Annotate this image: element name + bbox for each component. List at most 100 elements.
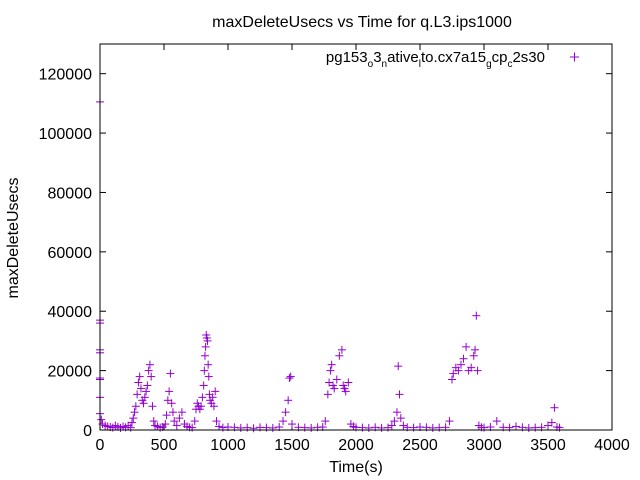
data-point bbox=[131, 402, 140, 411]
data-point bbox=[162, 411, 171, 420]
data-point bbox=[145, 360, 154, 369]
data-point bbox=[448, 375, 456, 384]
data-point bbox=[456, 360, 465, 369]
x-tick-label: 500 bbox=[151, 437, 178, 454]
data-point bbox=[148, 402, 157, 411]
data-point bbox=[142, 387, 151, 396]
data-point bbox=[492, 417, 501, 426]
data-point bbox=[215, 422, 224, 431]
data-points bbox=[96, 97, 564, 433]
y-tick-label: 20000 bbox=[48, 364, 93, 381]
data-point bbox=[341, 387, 350, 396]
data-point bbox=[211, 387, 220, 396]
data-point bbox=[168, 408, 177, 417]
data-point bbox=[129, 414, 138, 423]
data-point bbox=[200, 366, 209, 375]
data-point bbox=[335, 351, 344, 360]
data-point bbox=[445, 417, 454, 426]
data-point bbox=[133, 390, 142, 399]
y-axis-title: maxDeleteUsecs bbox=[5, 178, 22, 299]
data-point bbox=[199, 381, 208, 390]
data-point bbox=[134, 378, 143, 387]
legend-marker bbox=[570, 52, 579, 62]
data-point bbox=[395, 390, 404, 399]
x-tick-label: 2500 bbox=[402, 437, 438, 454]
y-tick-label: 0 bbox=[83, 423, 92, 440]
data-point bbox=[547, 418, 556, 427]
data-point bbox=[550, 403, 559, 412]
data-point bbox=[249, 424, 258, 433]
x-tick-label: 3500 bbox=[530, 437, 566, 454]
data-point bbox=[459, 354, 468, 363]
data-point bbox=[462, 342, 471, 351]
x-tick-label: 2000 bbox=[338, 437, 374, 454]
data-point bbox=[321, 417, 330, 426]
data-point bbox=[399, 421, 408, 430]
data-point bbox=[394, 362, 403, 371]
x-tick-label: 0 bbox=[96, 437, 105, 454]
data-point bbox=[136, 384, 145, 393]
data-point bbox=[326, 366, 335, 375]
plot-frame bbox=[99, 43, 613, 431]
data-point bbox=[170, 417, 179, 426]
data-point bbox=[467, 363, 476, 372]
data-point bbox=[149, 417, 158, 426]
data-point bbox=[288, 420, 296, 429]
data-point bbox=[344, 378, 353, 387]
data-point bbox=[144, 366, 153, 375]
data-point bbox=[135, 372, 144, 381]
data-point bbox=[390, 417, 399, 426]
data-point bbox=[204, 372, 213, 381]
data-point bbox=[172, 421, 181, 430]
chart-title: maxDeleteUsecs vs Time for q.L3.ips1000 bbox=[212, 14, 512, 31]
data-point bbox=[200, 351, 209, 360]
y-tick-label: 60000 bbox=[48, 245, 93, 262]
data-point bbox=[97, 415, 106, 424]
y-tick-label: 120000 bbox=[39, 67, 92, 84]
data-point bbox=[473, 366, 482, 375]
data-point bbox=[332, 375, 341, 384]
data-point bbox=[212, 417, 221, 426]
data-point bbox=[204, 360, 213, 369]
data-point bbox=[285, 374, 294, 383]
data-point bbox=[147, 372, 156, 381]
data-point bbox=[198, 393, 207, 402]
data-point bbox=[139, 399, 148, 408]
data-point bbox=[449, 369, 458, 378]
data-point bbox=[286, 372, 295, 381]
data-point bbox=[512, 422, 520, 431]
data-point bbox=[177, 408, 186, 417]
data-point bbox=[327, 360, 336, 369]
data-point bbox=[175, 414, 184, 423]
data-point bbox=[281, 408, 290, 417]
y-tick-label: 100000 bbox=[39, 126, 92, 143]
data-point bbox=[201, 342, 210, 351]
data-point bbox=[472, 311, 481, 320]
data-point bbox=[387, 421, 396, 430]
x-tick-label: 1500 bbox=[274, 437, 310, 454]
data-point bbox=[284, 396, 293, 405]
legend-label: pg153o3nativelto.cx7a15gcpc2s30 bbox=[326, 49, 545, 70]
data-point bbox=[323, 390, 332, 399]
data-point bbox=[337, 345, 346, 354]
data-point bbox=[330, 384, 339, 393]
data-point bbox=[392, 408, 401, 417]
data-point bbox=[140, 393, 149, 402]
data-point bbox=[197, 402, 206, 411]
axis-ticks: 0 500 1000 1500 2000 2500 3000 3500 400002000040… bbox=[39, 44, 630, 454]
data-point bbox=[279, 417, 288, 426]
y-tick-label: 40000 bbox=[48, 304, 93, 321]
x-tick-label: 3000 bbox=[466, 437, 502, 454]
data-point bbox=[268, 423, 277, 432]
data-point bbox=[161, 420, 170, 429]
legend: pg153o3nativelto.cx7a15gcpc2s30 bbox=[326, 49, 579, 70]
data-point bbox=[128, 418, 136, 427]
data-point bbox=[130, 408, 139, 417]
data-point bbox=[469, 351, 478, 360]
data-point bbox=[143, 381, 152, 390]
data-point bbox=[307, 423, 316, 432]
data-point bbox=[208, 393, 217, 402]
data-point bbox=[167, 399, 176, 408]
data-point bbox=[190, 417, 199, 426]
